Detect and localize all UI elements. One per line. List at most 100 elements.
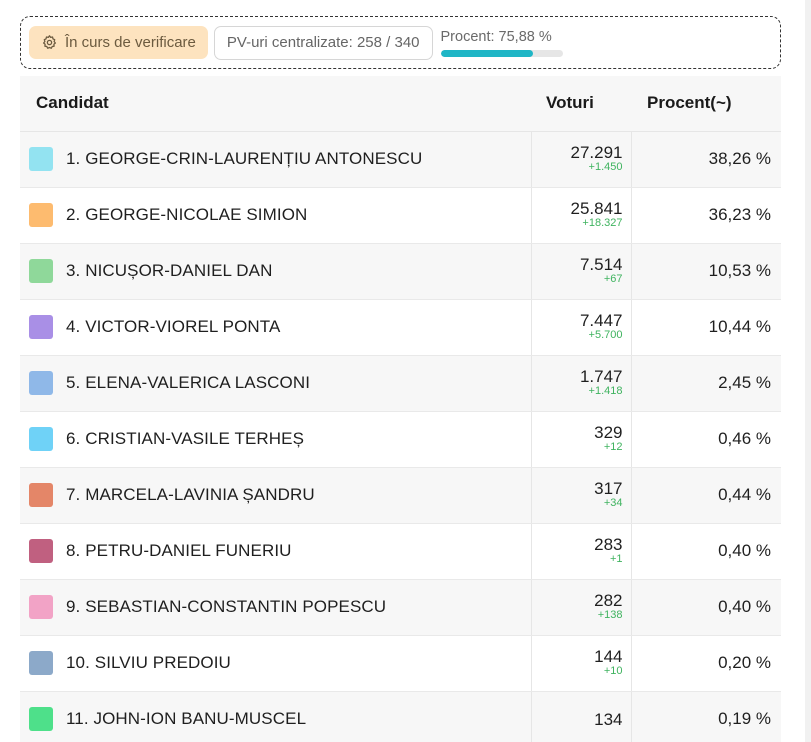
candidate-cell: 6. CRISTIAN-VASILE TERHEȘ (20, 411, 531, 468)
candidate-color-swatch (29, 483, 53, 507)
percent-cell: 10,44 % (631, 299, 781, 356)
table-row[interactable]: 3. NICUȘOR-DANIEL DAN 7.514 +67 10,53 % (20, 243, 781, 300)
candidate-cell: 9. SEBASTIAN-CONSTANTIN POPESCU (20, 579, 531, 636)
vote-delta: +10 (603, 665, 623, 677)
candidate-name: 8. PETRU-DANIEL FUNERIU (66, 541, 292, 560)
candidate-color-swatch (29, 203, 53, 227)
table-row[interactable]: 10. SILVIU PREDOIU 144 +10 0,20 % (20, 635, 781, 692)
candidate-name: 7. MARCELA-LAVINIA ȘANDRU (66, 485, 315, 504)
candidate-color-swatch (29, 707, 53, 731)
votes-cell: 25.841 +18.327 (530, 187, 632, 244)
candidate-name: 3. NICUȘOR-DANIEL DAN (66, 261, 273, 280)
percent-cell: 2,45 % (631, 355, 781, 412)
candidate-name: 10. SILVIU PREDOIU (66, 653, 231, 672)
votes-cell: 1.747 +1.418 (530, 355, 632, 412)
candidate-color-swatch (29, 371, 53, 395)
progress-indicator: Procent: 75,88 % (439, 23, 563, 63)
percent-cell: 0,20 % (631, 635, 781, 692)
candidate-cell: 4. VICTOR-VIOREL PONTA (20, 299, 531, 356)
candidate-cell: 2. GEORGE-NICOLAE SIMION (20, 187, 531, 244)
header-candidate[interactable]: Candidat (20, 76, 531, 132)
results-table: Candidat Voturi Procent(~) 1. GEORGE-CRI… (20, 76, 781, 742)
candidate-cell: 3. NICUȘOR-DANIEL DAN (20, 243, 531, 300)
vote-count: 329 (594, 423, 623, 442)
vote-delta: +5.700 (588, 329, 623, 341)
table-header-row: Candidat Voturi Procent(~) (20, 76, 781, 132)
votes-cell: 282 +138 (530, 579, 632, 636)
percent-cell: 36,23 % (631, 187, 781, 244)
header-votes[interactable]: Voturi (531, 76, 631, 132)
gear-icon (42, 35, 57, 49)
vote-count: 283 (594, 535, 623, 554)
percent-cell: 0,40 % (631, 523, 781, 580)
percent-cell: 38,26 % (631, 131, 781, 188)
candidate-name: 4. VICTOR-VIOREL PONTA (66, 317, 281, 336)
votes-cell: 283 +1 (530, 523, 632, 580)
percent-cell: 10,53 % (631, 243, 781, 300)
vote-count: 27.291 (570, 143, 623, 162)
vote-count: 25.841 (570, 199, 623, 218)
pv-count-badge: PV-uri centralizate: 258 / 340 (213, 25, 433, 60)
vote-count: 144 (594, 647, 623, 666)
table-row[interactable]: 4. VICTOR-VIOREL PONTA 7.447 +5.700 10,44 % (20, 299, 781, 356)
table-row[interactable]: 5. ELENA-VALERICA LASCONI 1.747 +1.418 2,45… (20, 355, 781, 412)
table-row[interactable]: 9. SEBASTIAN-CONSTANTIN POPESCU 282 +138 0,… (20, 579, 781, 636)
candidate-cell: 5. ELENA-VALERICA LASCONI (20, 355, 531, 412)
vote-delta: +34 (603, 497, 623, 509)
candidate-cell: 7. MARCELA-LAVINIA ȘANDRU (20, 467, 531, 524)
vote-delta: +18.327 (582, 217, 623, 229)
candidate-cell: 10. SILVIU PREDOIU (20, 635, 531, 692)
candidate-cell: 1. GEORGE-CRIN-LAURENȚIU ANTONESCU (20, 131, 531, 188)
candidate-color-swatch (29, 651, 53, 675)
vote-count: 317 (594, 479, 623, 498)
votes-cell: 144 +10 (530, 635, 632, 692)
votes-cell: 317 +34 (530, 467, 632, 524)
vote-delta: +1.450 (588, 161, 623, 173)
table-row[interactable]: 1. GEORGE-CRIN-LAURENȚIU ANTONESCU 27.291… (20, 131, 781, 188)
vote-count: 1.747 (579, 367, 623, 386)
vote-count: 7.514 (579, 255, 623, 274)
progress-track (440, 49, 563, 57)
candidate-cell: 8. PETRU-DANIEL FUNERIU (20, 523, 531, 580)
candidate-name: 6. CRISTIAN-VASILE TERHEȘ (66, 429, 305, 448)
candidate-color-swatch (29, 147, 53, 171)
percent-cell: 0,19 % (631, 691, 781, 742)
votes-cell: 7.447 +5.700 (530, 299, 632, 356)
scrollbar-track[interactable] (805, 0, 811, 742)
table-row[interactable]: 2. GEORGE-NICOLAE SIMION 25.841 +18.327 36,… (20, 187, 781, 244)
candidate-color-swatch (29, 595, 53, 619)
candidate-name: 11. JOHN-ION BANU-MUSCEL (66, 709, 307, 728)
table-row[interactable]: 7. MARCELA-LAVINIA ȘANDRU 317 +34 0,44 % (20, 467, 781, 524)
candidate-color-swatch (29, 259, 53, 283)
vote-count: 134 (594, 709, 623, 729)
status-bar: În curs de verificare PV-uri centralizat… (20, 16, 781, 69)
verification-status-label: În curs de verificare (65, 34, 196, 51)
vote-count: 282 (594, 591, 623, 610)
percent-cell: 0,44 % (631, 467, 781, 524)
table-row[interactable]: 8. PETRU-DANIEL FUNERIU 283 +1 0,40 % (20, 523, 781, 580)
percent-cell: 0,40 % (631, 579, 781, 636)
vote-delta: +1 (609, 553, 623, 565)
pv-count-label: PV-uri centralizate: 258 / 340 (226, 34, 420, 51)
candidate-name: 5. ELENA-VALERICA LASCONI (66, 373, 311, 392)
verification-status-badge: În curs de verificare (29, 26, 208, 59)
candidate-color-swatch (29, 539, 53, 563)
table-row[interactable]: 11. JOHN-ION BANU-MUSCEL 134 0,19 % (20, 691, 781, 742)
header-percent[interactable]: Procent(~) (631, 76, 781, 132)
candidate-name: 9. SEBASTIAN-CONSTANTIN POPESCU (66, 597, 387, 616)
candidate-name: 2. GEORGE-NICOLAE SIMION (66, 205, 308, 224)
vote-delta: +138 (597, 609, 623, 621)
votes-cell: 134 (530, 691, 632, 742)
table-row[interactable]: 6. CRISTIAN-VASILE TERHEȘ 329 +12 0,46 % (20, 411, 781, 468)
vote-delta: +67 (603, 273, 623, 285)
candidate-color-swatch (29, 315, 53, 339)
candidate-name: 1. GEORGE-CRIN-LAURENȚIU ANTONESCU (66, 149, 423, 168)
progress-label: Procent: 75,88 % (440, 28, 552, 45)
votes-cell: 27.291 +1.450 (530, 131, 632, 188)
progress-fill (440, 49, 534, 57)
vote-delta: +12 (603, 441, 623, 453)
candidate-color-swatch (29, 427, 53, 451)
percent-cell: 0,46 % (631, 411, 781, 468)
candidate-cell: 11. JOHN-ION BANU-MUSCEL (20, 691, 531, 742)
votes-cell: 7.514 +67 (530, 243, 632, 300)
